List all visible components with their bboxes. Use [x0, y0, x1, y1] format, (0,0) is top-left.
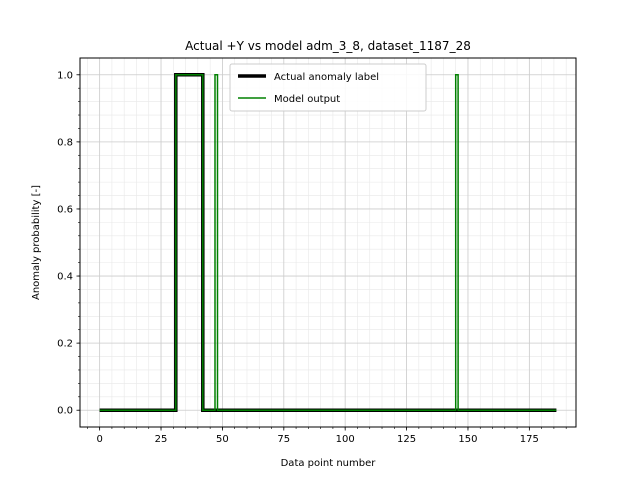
- legend-label: Actual anomaly label: [274, 72, 379, 83]
- y-tick-label: 0.6: [57, 204, 73, 215]
- x-tick-label: 50: [216, 434, 229, 445]
- y-tick-label: 0.2: [57, 339, 73, 350]
- plot-frame: [79, 57, 577, 428]
- legend: Actual anomaly label Model output: [229, 63, 427, 112]
- series-line-model-output: [99, 74, 557, 411]
- x-tick-label: 25: [155, 434, 168, 445]
- legend-label: Model output: [274, 94, 340, 105]
- x-tick-label: 100: [336, 434, 355, 445]
- x-tick-label: 0: [96, 434, 102, 445]
- legend-box: [229, 63, 427, 112]
- x-axis-label: Data point number: [281, 458, 377, 469]
- y-axis-label: Anomaly probability [-]: [31, 185, 42, 300]
- y-tick-label: 0.8: [57, 137, 73, 148]
- y-tick-label: 1.0: [57, 70, 73, 81]
- series-layer: [99, 73, 557, 412]
- x-tick-label: 75: [277, 434, 290, 445]
- y-tick-label: 0.4: [57, 272, 73, 283]
- x-tick-label: 175: [520, 434, 539, 445]
- y-tick-label: 0.0: [57, 406, 73, 417]
- chart-title: Actual +Y vs model adm_3_8, dataset_1187…: [185, 39, 471, 53]
- x-tick-label: 150: [458, 434, 477, 445]
- axis-ticks: 0 25 50 75 100 125 150 175 0.0 0.2 0.4 0.6 0.8 1.0: [57, 70, 567, 445]
- minor-grid: [80, 58, 576, 427]
- x-tick-label: 125: [397, 434, 416, 445]
